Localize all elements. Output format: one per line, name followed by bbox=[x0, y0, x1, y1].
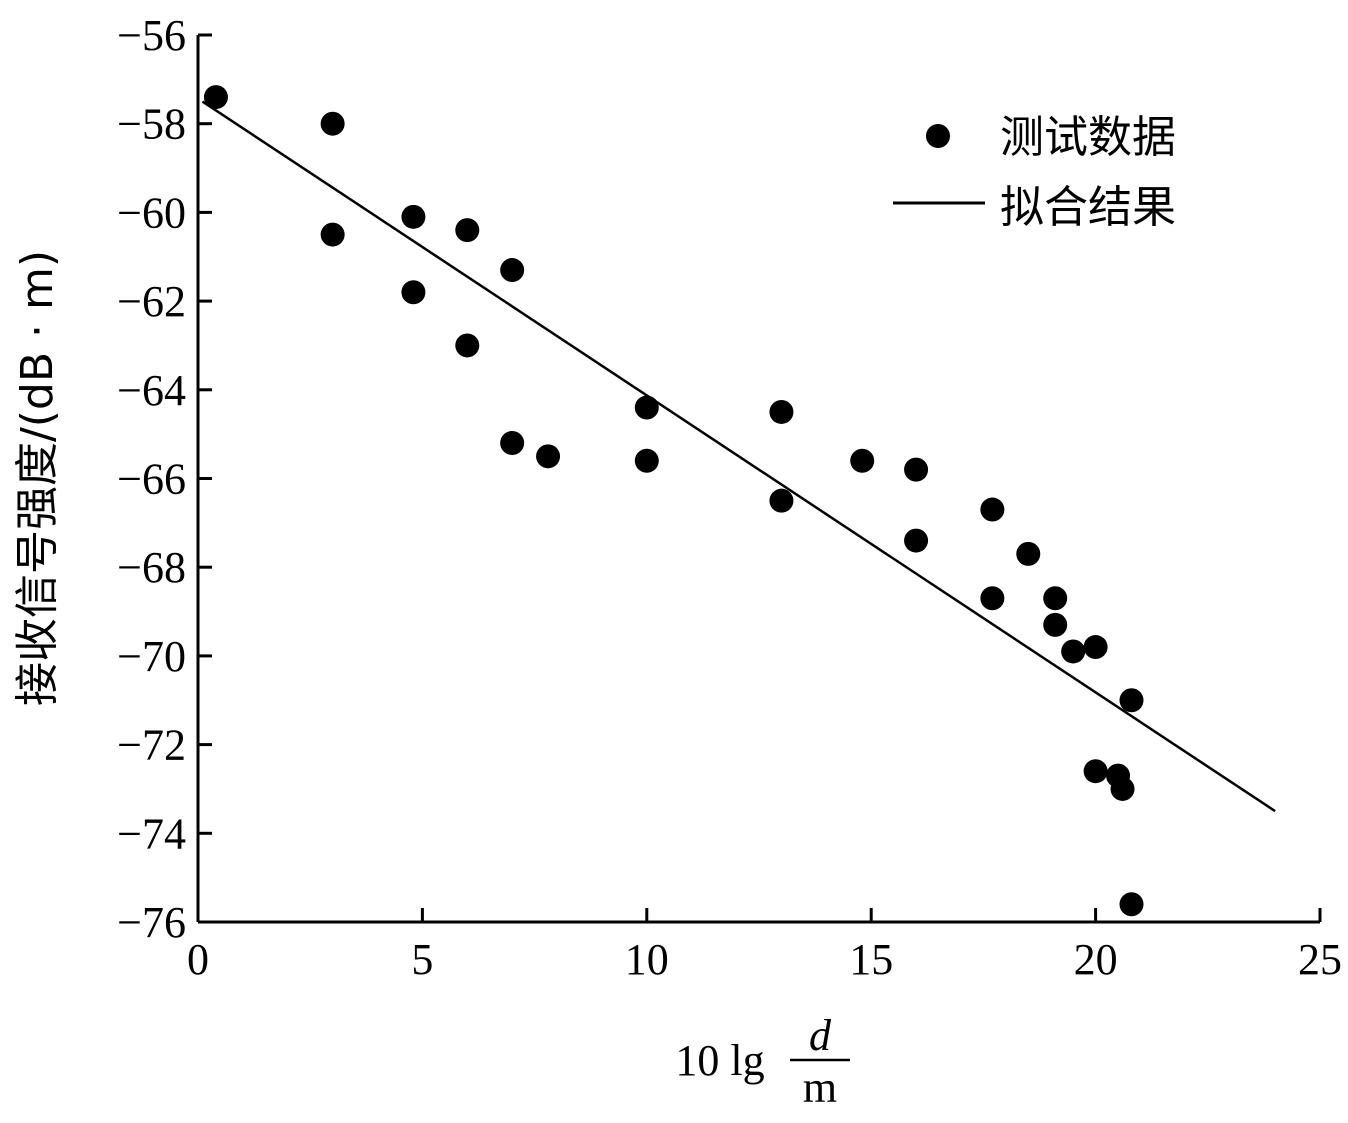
data-point bbox=[980, 497, 1005, 522]
x-tick-label: 25 bbox=[1298, 935, 1342, 984]
y-tick-label: −72 bbox=[117, 721, 186, 770]
data-point bbox=[1119, 892, 1144, 917]
legend-line-label: 拟合结果 bbox=[1000, 182, 1176, 233]
data-point bbox=[1043, 612, 1068, 637]
x-tick-label: 10 bbox=[625, 935, 669, 984]
data-point bbox=[769, 399, 794, 424]
data-point bbox=[1119, 688, 1144, 713]
data-point bbox=[769, 488, 794, 513]
fit-layer bbox=[201, 100, 1276, 813]
legend-scatter-marker bbox=[926, 124, 950, 148]
data-point bbox=[634, 395, 659, 420]
x-axis-title: 10 lg d m bbox=[675, 1011, 850, 1112]
data-point bbox=[500, 431, 525, 456]
x-tick-label: 20 bbox=[1074, 935, 1118, 984]
x-ticks: 0 5 10 15 20 25 bbox=[187, 908, 1342, 984]
y-tick-label: −60 bbox=[117, 188, 186, 237]
y-tick-label: −68 bbox=[117, 543, 186, 592]
data-point bbox=[401, 204, 426, 229]
fit-line bbox=[201, 100, 1276, 813]
x-tick-label: 0 bbox=[187, 935, 209, 984]
data-point bbox=[455, 333, 480, 358]
data-point bbox=[203, 85, 228, 110]
y-tick-label: −58 bbox=[117, 100, 186, 149]
data-point bbox=[1083, 635, 1108, 660]
x-axis-title-numerator: d bbox=[809, 1011, 832, 1060]
data-point bbox=[1110, 776, 1135, 801]
axes bbox=[196, 35, 1320, 924]
y-ticks: −56 −58 −60 −62 −64 −66 −68 −70 −72 −74 −76 bbox=[117, 11, 212, 947]
data-point bbox=[1061, 639, 1086, 664]
data-point bbox=[980, 586, 1005, 611]
data-point bbox=[536, 444, 561, 469]
data-point bbox=[634, 448, 659, 473]
y-tick-label: −56 bbox=[117, 11, 186, 60]
x-axis-title-prefix: 10 lg bbox=[675, 1036, 764, 1085]
legend: 测试数据 拟合结果 bbox=[893, 112, 1176, 233]
data-point bbox=[455, 218, 480, 243]
data-point bbox=[500, 258, 525, 283]
legend-scatter-label: 测试数据 bbox=[1000, 112, 1176, 163]
x-tick-label: 5 bbox=[411, 935, 433, 984]
points-layer bbox=[203, 85, 1144, 917]
x-tick-label: 15 bbox=[849, 935, 893, 984]
data-point bbox=[320, 111, 345, 136]
y-tick-label: −66 bbox=[117, 455, 186, 504]
y-tick-label: −76 bbox=[117, 898, 186, 947]
y-tick-label: −64 bbox=[117, 366, 186, 415]
data-point bbox=[904, 528, 929, 553]
y-tick-label: −74 bbox=[117, 809, 186, 858]
data-point bbox=[1016, 541, 1041, 566]
data-point bbox=[850, 448, 875, 473]
y-axis-title: 接收信号强度/(dB · m) bbox=[12, 250, 63, 706]
y-tick-label: −62 bbox=[117, 277, 186, 326]
data-point bbox=[401, 280, 426, 305]
y-tick-label: −70 bbox=[117, 632, 186, 681]
data-point bbox=[1083, 759, 1108, 784]
data-point bbox=[904, 457, 929, 482]
x-axis-title-denominator: m bbox=[803, 1063, 837, 1112]
data-point bbox=[1043, 586, 1068, 611]
data-point bbox=[320, 222, 345, 247]
